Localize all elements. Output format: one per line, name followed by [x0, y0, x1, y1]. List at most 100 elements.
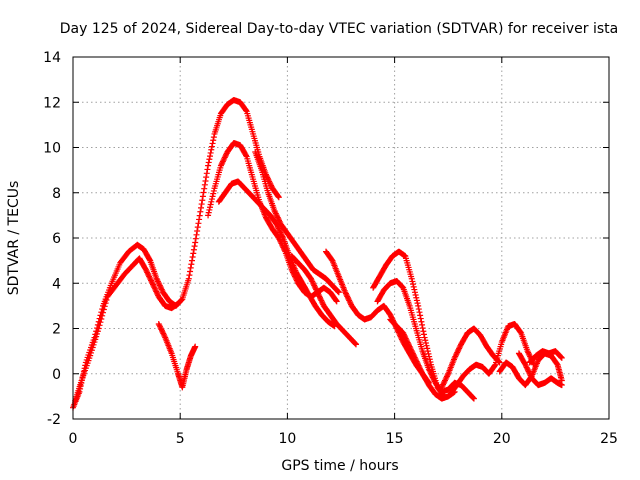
data-point [205, 162, 212, 169]
data-point [88, 347, 95, 354]
data-point [411, 353, 418, 360]
data-point [401, 332, 408, 339]
data-point [159, 329, 166, 336]
data-point [428, 371, 435, 378]
data-point [142, 266, 149, 273]
data-point [188, 257, 195, 264]
data-point [272, 209, 279, 216]
data-point [557, 353, 564, 360]
data-point [101, 303, 108, 310]
series-track-4 [205, 139, 340, 305]
data-point [151, 285, 158, 292]
data-point [522, 361, 529, 368]
data-point [523, 363, 530, 370]
x-tick-labels: 0 5 10 15 20 25 [69, 431, 618, 447]
series-track-5 [215, 178, 338, 330]
data-point [308, 277, 315, 284]
data-point [344, 294, 351, 301]
data-point [316, 293, 323, 300]
data-point [442, 376, 449, 383]
data-point [452, 352, 459, 359]
data-point [156, 282, 163, 289]
data-point [146, 273, 153, 280]
y-axis-label: SDTVAR / TECUs [6, 181, 22, 296]
data-point [200, 189, 207, 196]
data-point [318, 297, 325, 304]
data-point [419, 321, 426, 328]
data-point [207, 201, 214, 208]
data-point [266, 179, 273, 186]
data-point [425, 350, 432, 357]
data-point [152, 287, 159, 294]
data-point [413, 294, 420, 301]
data-point [444, 372, 451, 379]
data-point [275, 193, 282, 200]
data-point [155, 279, 162, 286]
series-track-16 [526, 348, 565, 366]
data-point [208, 146, 215, 153]
data-point [149, 280, 156, 287]
data-point [277, 237, 284, 244]
y-tick-label: 4 [52, 276, 61, 292]
data-point [413, 358, 420, 365]
data-point [196, 216, 203, 223]
data-point [204, 166, 211, 173]
data-point [400, 330, 407, 337]
data-point [342, 290, 349, 297]
data-point [343, 292, 350, 299]
data-point [313, 286, 320, 293]
data-point [190, 250, 197, 257]
data-point [346, 297, 353, 304]
data-point [189, 254, 196, 261]
y-tick-label: 8 [52, 186, 61, 202]
data-point [334, 287, 341, 294]
data-point [217, 162, 224, 169]
data-point [440, 380, 447, 387]
data-point [203, 174, 210, 181]
data-point [558, 354, 565, 361]
data-point [278, 230, 285, 237]
data-point [469, 394, 476, 401]
data-point [416, 363, 423, 370]
data-point [201, 185, 208, 192]
data-point [186, 272, 193, 279]
data-point [309, 278, 316, 285]
x-tick-label: 20 [493, 431, 511, 447]
data-point [406, 343, 413, 350]
data-point [318, 298, 325, 305]
data-point [427, 368, 434, 375]
data-point [342, 289, 349, 296]
data-point [527, 372, 534, 379]
data-point [206, 156, 213, 163]
data-point [439, 382, 446, 389]
data-point [210, 187, 217, 194]
x-tick-label: 15 [386, 431, 404, 447]
data-point [157, 325, 164, 332]
data-point [314, 289, 321, 296]
series-track-9 [370, 248, 447, 400]
data-point [400, 331, 407, 338]
y-tick-label: 10 [43, 141, 61, 157]
data-point [417, 366, 424, 373]
data-point [456, 344, 463, 351]
data-point [353, 341, 360, 348]
data-point [187, 268, 194, 275]
data-point [423, 342, 430, 349]
chart-title: Day 125 of 2024, Sidereal Day-to-day VTE… [60, 21, 618, 37]
data-point [429, 373, 436, 380]
data-point [412, 355, 419, 362]
data-point [415, 362, 422, 369]
data-point [178, 296, 185, 303]
data-point [317, 296, 324, 303]
data-point [526, 371, 533, 378]
y-tick-label: -2 [47, 412, 61, 428]
data-point [274, 213, 281, 220]
data-point [345, 296, 352, 303]
data-point [192, 343, 199, 350]
data-point [410, 283, 417, 290]
data-point [420, 328, 427, 335]
data-point [208, 196, 215, 203]
x-tick-label: 0 [69, 431, 78, 447]
data-point [414, 300, 421, 307]
data-point [456, 345, 463, 352]
